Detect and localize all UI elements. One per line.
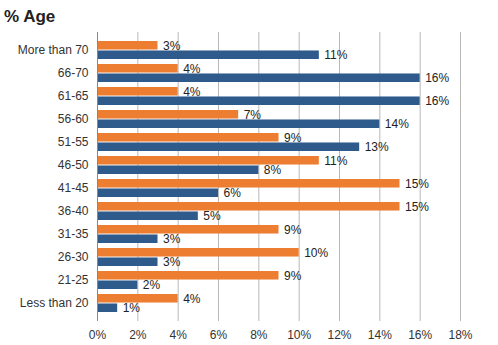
svg-text:5%: 5% — [203, 209, 221, 223]
svg-text:31-35: 31-35 — [58, 227, 89, 241]
svg-text:46-50: 46-50 — [58, 158, 89, 172]
svg-text:2%: 2% — [129, 328, 147, 342]
svg-text:4%: 4% — [183, 61, 201, 76]
svg-text:8%: 8% — [250, 328, 268, 342]
svg-text:12%: 12% — [327, 328, 351, 342]
svg-text:36-40: 36-40 — [58, 204, 89, 218]
svg-text:3%: 3% — [163, 255, 181, 269]
svg-text:9%: 9% — [284, 223, 302, 237]
svg-text:66-70: 66-70 — [58, 66, 89, 80]
svg-text:15%: 15% — [405, 177, 429, 191]
svg-text:6%: 6% — [210, 328, 228, 342]
svg-text:4%: 4% — [183, 292, 201, 306]
svg-text:3%: 3% — [163, 38, 181, 53]
svg-text:51-55: 51-55 — [58, 135, 89, 149]
svg-text:0%: 0% — [89, 328, 107, 342]
svg-text:4%: 4% — [183, 84, 201, 99]
svg-text:11%: 11% — [324, 154, 347, 168]
svg-text:10%: 10% — [304, 246, 328, 260]
svg-text:9%: 9% — [284, 269, 302, 283]
svg-text:3%: 3% — [163, 232, 181, 246]
html-text:% Age: % Age — [4, 7, 56, 26]
svg-text:1%: 1% — [123, 301, 141, 315]
svg-text:13%: 13% — [365, 140, 389, 154]
svg-text:6%: 6% — [224, 186, 242, 200]
svg-text:16%: 16% — [408, 328, 432, 342]
svg-text:More than 70: More than 70 — [18, 43, 89, 57]
svg-text:8%: 8% — [264, 163, 282, 177]
svg-text:61-65: 61-65 — [58, 89, 89, 103]
svg-text:4%: 4% — [169, 328, 187, 342]
svg-text:14%: 14% — [368, 328, 392, 342]
svg-text:14%: 14% — [385, 117, 409, 131]
svg-text:18%: 18% — [448, 328, 472, 342]
svg-text:41-45: 41-45 — [58, 181, 89, 195]
svg-text:16%: 16% — [425, 94, 449, 108]
svg-text:56-60: 56-60 — [58, 112, 89, 126]
svg-text:Less than 20: Less than 20 — [20, 296, 89, 310]
svg-text:10%: 10% — [287, 328, 311, 342]
svg-text:7%: 7% — [243, 107, 261, 122]
svg-text:26-30: 26-30 — [58, 250, 89, 264]
svg-text:2%: 2% — [143, 278, 161, 292]
svg-text:9%: 9% — [284, 130, 302, 145]
svg-text:11%: 11% — [324, 48, 347, 62]
svg-text:15%: 15% — [405, 200, 429, 214]
svg-text:16%: 16% — [425, 71, 449, 85]
svg-text:21-25: 21-25 — [58, 273, 89, 287]
